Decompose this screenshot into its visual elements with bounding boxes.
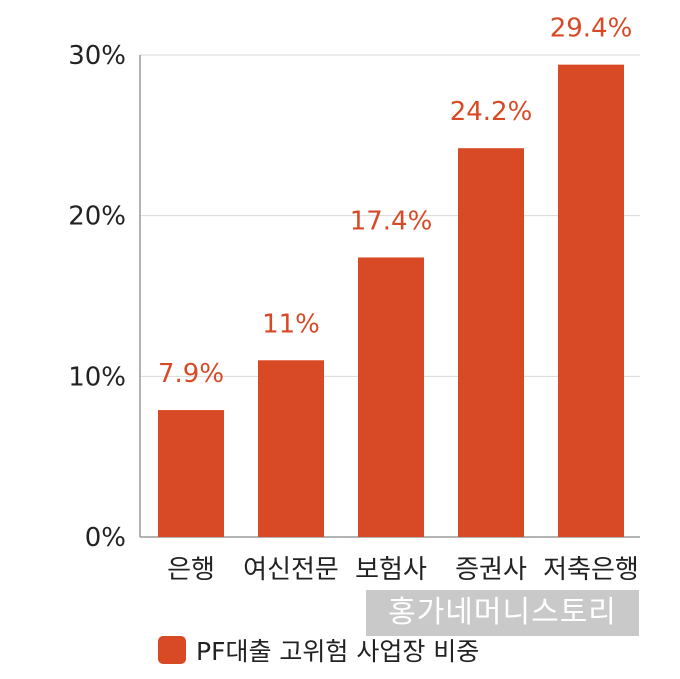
y-tick-label: 20% xyxy=(68,202,126,232)
watermark: 홍가네머니스토리 xyxy=(366,590,639,636)
bar xyxy=(158,410,224,537)
y-tick-label: 10% xyxy=(68,362,126,392)
data-labels: 7.9% 11% 17.4% 24.2% 29.4% xyxy=(158,14,632,389)
x-category-label: 저축은행 xyxy=(543,555,639,585)
data-label: 11% xyxy=(262,309,320,339)
data-label: 7.9% xyxy=(158,359,224,389)
bars xyxy=(158,64,624,538)
bar xyxy=(458,148,524,538)
y-tick-labels: 0% 10% 20% 30% xyxy=(68,41,126,553)
x-category-label: 여신전문 xyxy=(243,555,339,585)
data-label: 24.2% xyxy=(450,97,533,127)
legend-swatch xyxy=(158,636,186,664)
bar xyxy=(358,257,424,537)
y-tick-label: 0% xyxy=(85,523,126,553)
data-label: 17.4% xyxy=(350,206,433,236)
x-category-label: 증권사 xyxy=(455,555,527,585)
x-category-label: 은행 xyxy=(167,555,215,585)
legend-label: PF대출 고위험 사업장 비중 xyxy=(196,637,480,666)
y-tick-label: 30% xyxy=(68,41,126,71)
legend: PF대출 고위험 사업장 비중 xyxy=(158,630,479,670)
x-category-label: 보험사 xyxy=(355,555,427,585)
bar xyxy=(258,360,324,537)
bar xyxy=(558,64,624,537)
data-label: 29.4% xyxy=(550,14,633,44)
x-category-labels: 은행 여신전문 보험사 증권사 저축은행 xyxy=(167,555,639,585)
